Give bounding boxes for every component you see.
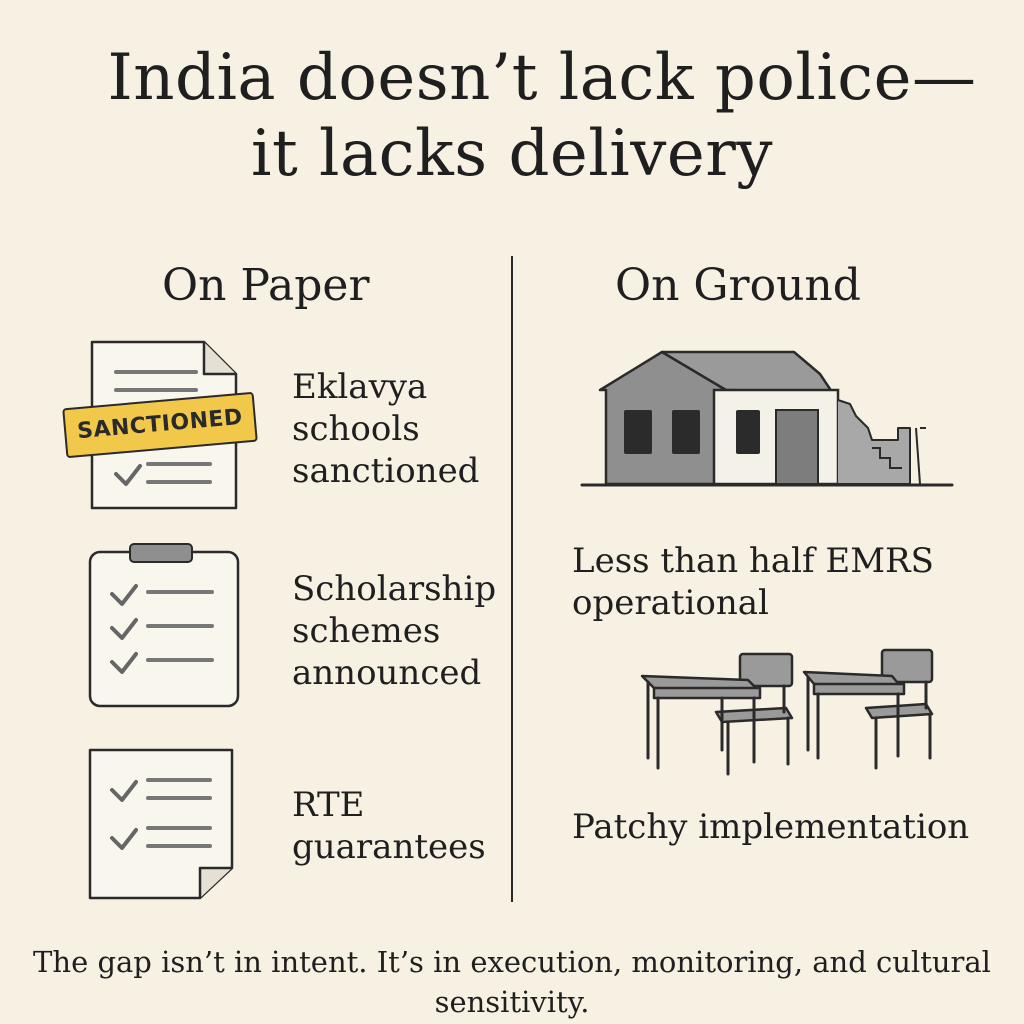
title-line-2: it lacks delivery (250, 117, 774, 191)
dilapidated-school-icon (580, 350, 954, 487)
on-ground-heading: On Ground (615, 260, 861, 311)
patchy-implementation-label: Patchy implementation (572, 807, 970, 847)
emrs-operational-label: Less than half EMRS operational (572, 541, 934, 623)
on-paper-heading: On Paper (162, 260, 370, 311)
column-divider (511, 256, 513, 902)
clipboard-checklist-icon (88, 543, 240, 708)
school-desks-icon (640, 648, 934, 776)
footer-caption: The gap isn’t in intent. It’s in executi… (33, 945, 991, 1019)
eklavya-schools-label: Eklavya schools sanctioned (292, 367, 480, 491)
page-title: India doesn’t lack police— it lacks deli… (0, 40, 1024, 192)
title-line-1: India doesn’t lack police— (107, 41, 977, 115)
rte-guarantees-label: RTE guarantees (292, 785, 486, 867)
scholarship-schemes-label: Scholarship schemes announced (292, 569, 497, 693)
checklist-document-icon (88, 748, 234, 900)
